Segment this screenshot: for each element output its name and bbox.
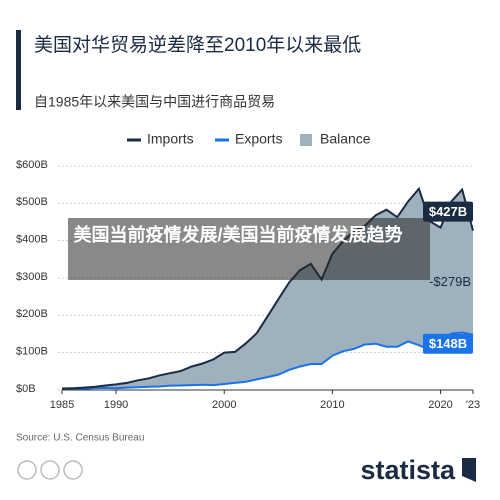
data-label-box xyxy=(423,201,473,222)
logo-mark xyxy=(462,458,476,482)
y-tick-label: $0B xyxy=(16,383,36,395)
y-tick-label: $400B xyxy=(16,234,48,246)
y-tick-label: $300B xyxy=(16,271,48,283)
x-tick-label: 2000 xyxy=(212,399,236,411)
data-label: $427B xyxy=(429,204,467,219)
title-bar xyxy=(16,30,21,110)
x-tick-label: 1990 xyxy=(104,399,128,411)
x-tick-label: 2010 xyxy=(320,399,344,411)
legend-swatch xyxy=(300,134,312,146)
overlay-text: 美国当前疫情发展/美国当前疫情发展趋势 xyxy=(73,225,403,245)
x-tick-label: 1985 xyxy=(50,399,74,411)
logo: statista xyxy=(360,455,456,485)
data-label: $148B xyxy=(429,336,467,351)
series-line xyxy=(61,331,474,390)
y-tick-label: $200B xyxy=(16,308,48,320)
y-tick-label: $500B xyxy=(16,196,48,208)
chart-title: 美国对华贸易逆差降至2010年以来最低 xyxy=(34,34,361,56)
data-label: -$279B xyxy=(429,274,471,289)
x-tick-label: '23 xyxy=(466,399,480,411)
chart-subtitle: 自1985年以来美国与中国进行商品贸易 xyxy=(34,94,275,110)
legend-label: Imports xyxy=(147,131,194,147)
series-line xyxy=(61,186,474,390)
license-icons xyxy=(17,460,83,480)
legend-label: Balance xyxy=(320,131,371,147)
y-tick-label: $600B xyxy=(16,159,48,171)
overlay-band xyxy=(68,218,430,280)
data-label-box xyxy=(423,333,473,354)
legend-label: Exports xyxy=(235,131,282,147)
source: Source: U.S. Census Bureau xyxy=(16,433,144,444)
x-tick-label: 2020 xyxy=(428,399,452,411)
y-tick-label: $100B xyxy=(16,346,48,358)
